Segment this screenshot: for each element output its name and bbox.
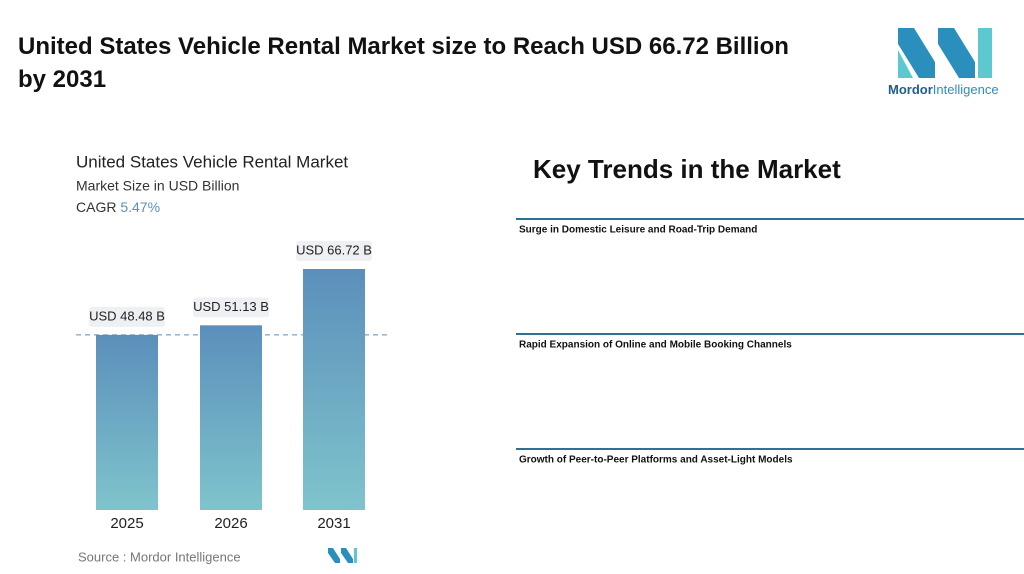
bar [303,269,365,510]
value-label: USD 66.72 B [296,242,372,257]
logo-shape [341,548,353,563]
page-title: United States Vehicle Rental Market size… [18,33,789,93]
trend-item: Growth of Peer-to-Peer Platforms and Ass… [519,455,793,466]
bars: USD 48.48 B 2025 USD 51.13 B 2026 USD 66.72 … [76,241,388,532]
chart-title: United States Vehicle Rental Market [76,152,348,171]
trend-item: Surge in Domestic Leisure and Road-Trip … [519,225,757,236]
cagr: CAGR 5.47% [76,199,160,215]
logo-shape [898,28,935,78]
logo-shape [898,50,913,78]
source: Source : Mordor Intelligence [78,549,241,564]
small-logo [328,548,357,563]
logo-shape [978,28,992,78]
bar [96,334,158,510]
x-tick-label: 2025 [110,515,143,532]
x-tick-label: 2026 [214,515,247,532]
bar [200,325,262,510]
trends-title: Key Trends in the Market [533,154,841,184]
value-label: USD 48.48 B [89,308,165,323]
trends: Surge in Domestic Leisure and Road-Trip … [516,218,1024,466]
value-label-box [89,306,165,327]
chart-subtitle: Market Size in USD Billion [76,178,239,194]
logo-text: MordorIntelligence [888,82,999,97]
value-label-box [193,297,269,318]
logo-shape [328,548,340,563]
logo-shape [938,28,975,78]
trend-item: Rapid Expansion of Online and Mobile Boo… [519,340,792,351]
x-tick-label: 2031 [317,515,350,532]
logo: MordorIntelligence [888,28,999,97]
value-label: USD 51.13 B [193,299,269,314]
value-label-box [296,241,372,261]
logo-shape [354,548,357,563]
